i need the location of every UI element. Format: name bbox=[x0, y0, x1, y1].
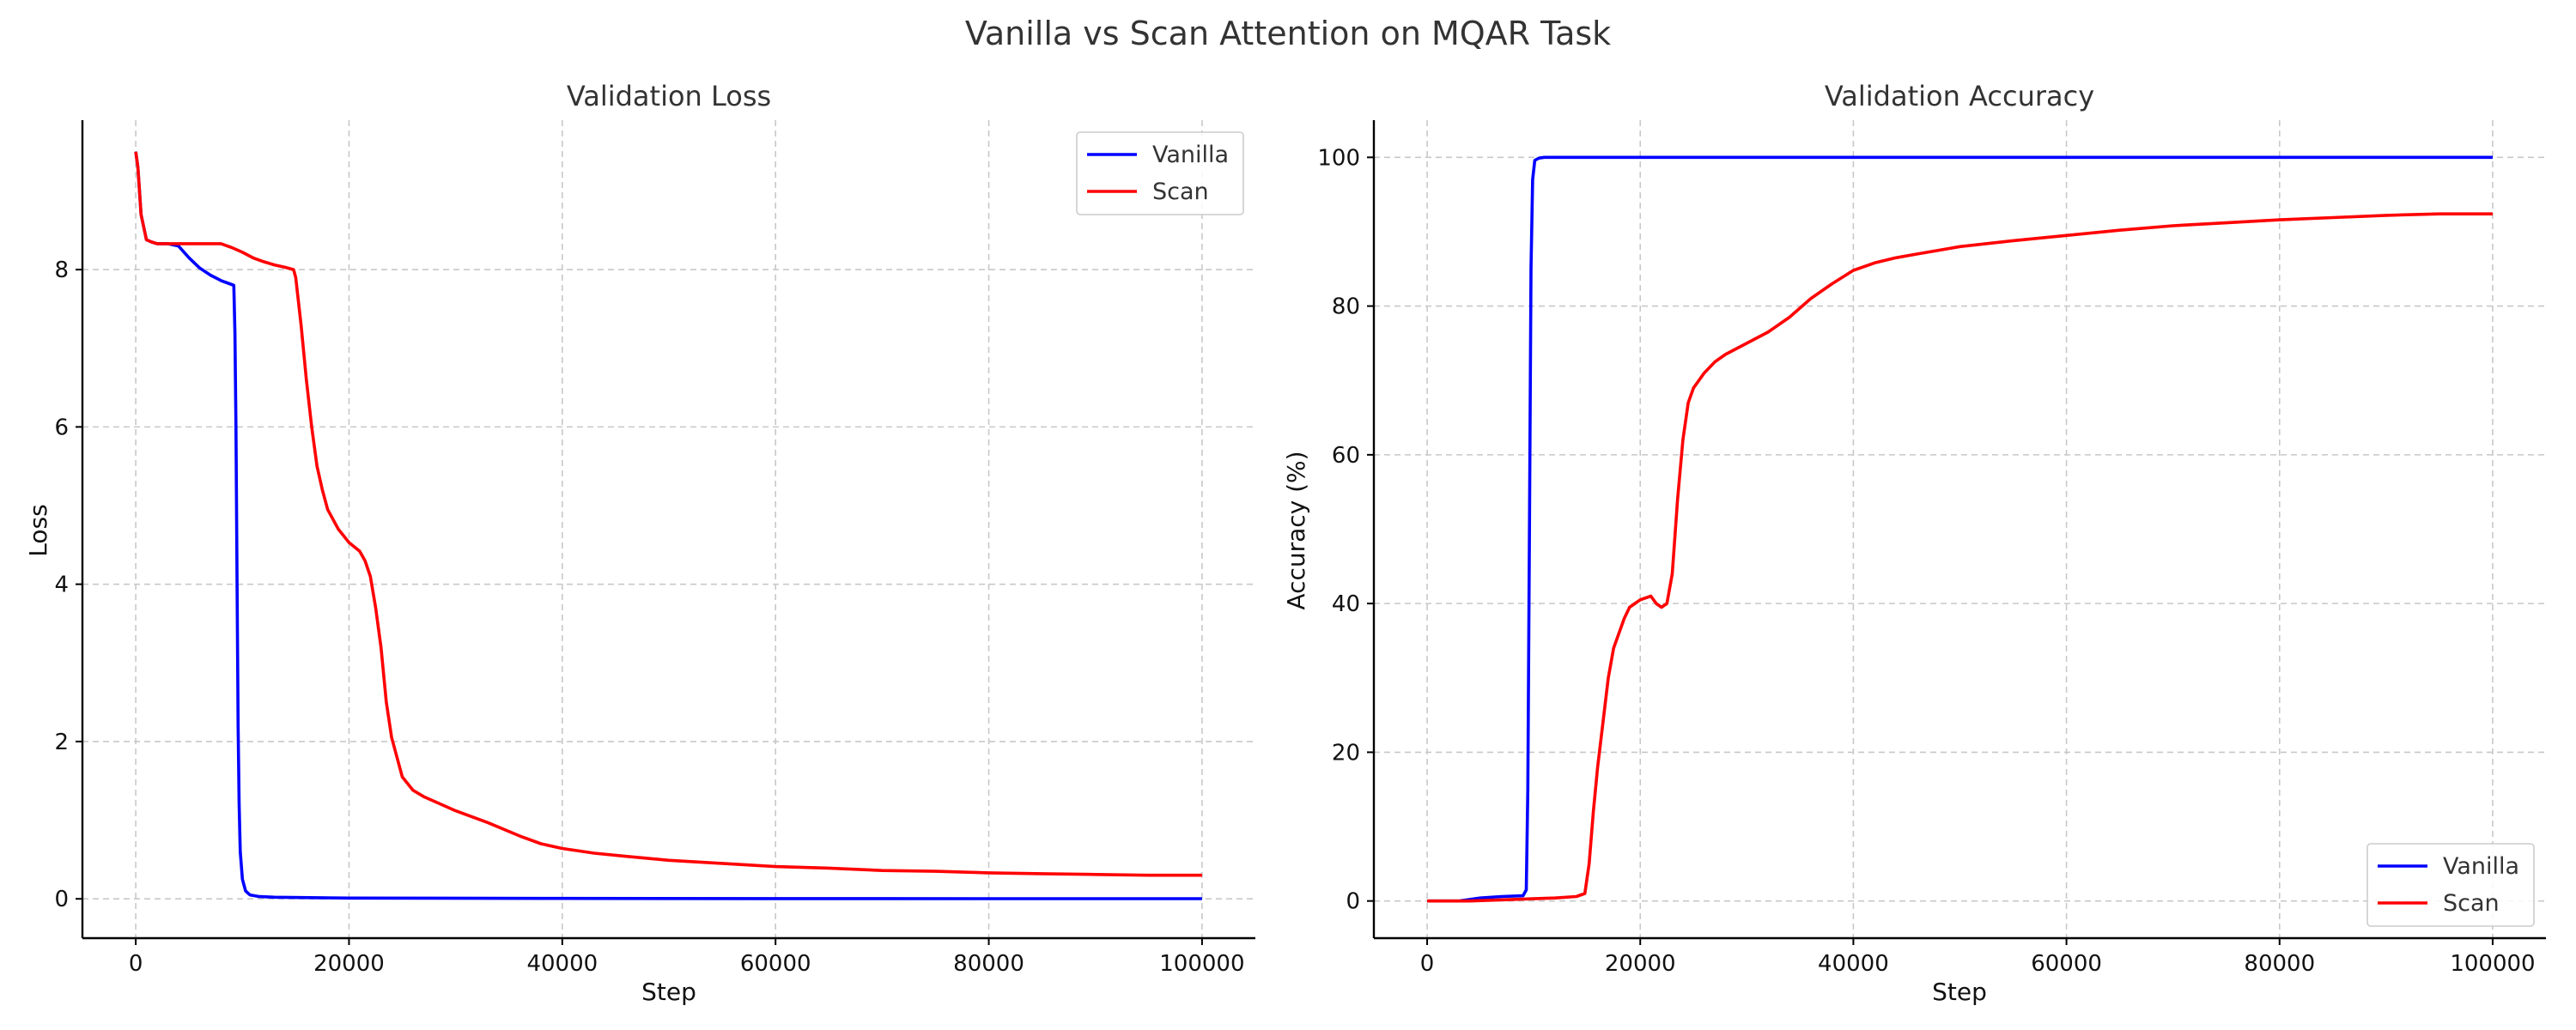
accuracy-x-tick-label-3: 60000 bbox=[2031, 951, 2102, 977]
accuracy-series-scan bbox=[1427, 212, 2493, 903]
accuracy-legend-label-scan: Scan bbox=[2443, 890, 2500, 917]
loss-series-scan bbox=[134, 151, 1202, 877]
loss-y-tick-label-1: 2 bbox=[54, 730, 69, 755]
accuracy-x-tick-label-2: 40000 bbox=[1818, 951, 1889, 977]
loss-chart: 0 20000 40000 60000 80000 100000 0 2 4 6 8 Validat… bbox=[24, 80, 1255, 1006]
accuracy-series-vanilla bbox=[1427, 155, 2493, 903]
loss-legend-label-vanilla: Vanilla bbox=[1152, 142, 1229, 168]
accuracy-x-tick-label-4: 80000 bbox=[2244, 951, 2315, 977]
accuracy-chart-title: Validation Accuracy bbox=[1825, 80, 2094, 112]
accuracy-x-tick-label-1: 20000 bbox=[1605, 951, 1676, 977]
accuracy-y-axis-label: Accuracy (%) bbox=[1282, 451, 1310, 609]
accuracy-y-tick-label-0: 0 bbox=[1346, 889, 1360, 915]
loss-x-tick-label-0: 0 bbox=[129, 951, 143, 977]
loss-y-tick-label-2: 4 bbox=[54, 573, 69, 598]
accuracy-x-axis-label: Step bbox=[1932, 978, 1987, 1006]
accuracy-y-tick-label-5: 100 bbox=[1317, 145, 1360, 171]
loss-series-vanilla bbox=[134, 151, 1202, 900]
accuracy-x-tick-label-5: 100000 bbox=[2450, 951, 2535, 977]
accuracy-y-tick-label-1: 20 bbox=[1332, 740, 1360, 766]
loss-x-axis-label: Step bbox=[641, 978, 696, 1006]
accuracy-x-tick-label-0: 0 bbox=[1420, 951, 1435, 977]
loss-y-tick-label-0: 0 bbox=[54, 887, 69, 912]
accuracy-y-tick-label-3: 60 bbox=[1332, 443, 1360, 469]
loss-y-tick-label-4: 8 bbox=[54, 258, 69, 283]
loss-x-tick-label-2: 40000 bbox=[526, 951, 598, 977]
loss-x-tick-label-4: 80000 bbox=[953, 951, 1024, 977]
loss-x-tick-label-1: 20000 bbox=[313, 951, 385, 977]
figure-title: Vanilla vs Scan Attention on MQAR Task bbox=[965, 15, 1611, 52]
loss-chart-title: Validation Loss bbox=[567, 80, 771, 112]
loss-legend-label-scan: Scan bbox=[1152, 179, 1209, 205]
accuracy-legend bbox=[2366, 843, 2535, 927]
loss-legend bbox=[1076, 131, 1244, 215]
loss-y-axis-label: Loss bbox=[24, 504, 52, 556]
accuracy-chart: 0 20000 40000 60000 80000 100000020406080100 … bbox=[1282, 80, 2546, 1006]
accuracy-y-tick-label-4: 80 bbox=[1332, 294, 1360, 320]
accuracy-y-tick-label-2: 40 bbox=[1332, 591, 1360, 617]
loss-x-tick-label-5: 100000 bbox=[1159, 951, 1244, 977]
loss-x-tick-label-3: 60000 bbox=[740, 951, 811, 977]
loss-y-tick-label-3: 6 bbox=[54, 415, 69, 440]
accuracy-legend-label-vanilla: Vanilla bbox=[2443, 853, 2519, 880]
